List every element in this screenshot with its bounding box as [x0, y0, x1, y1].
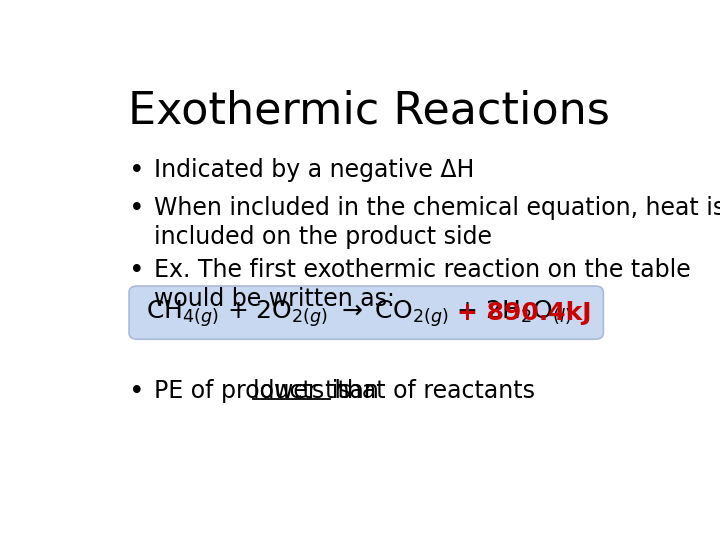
FancyBboxPatch shape [129, 286, 603, 339]
Text: •: • [129, 158, 145, 184]
Text: lower than: lower than [253, 379, 379, 403]
Text: •: • [129, 196, 145, 222]
Text: When included in the chemical equation, heat is: When included in the chemical equation, … [154, 196, 720, 220]
Text: that of reactants: that of reactants [330, 379, 536, 403]
Text: Ex. The first exothermic reaction on the table: Ex. The first exothermic reaction on the… [154, 258, 691, 282]
Text: PE of products is: PE of products is [154, 379, 359, 403]
Text: CH$_{4(g)}$ + 2O$_{2(g)}$ $\rightarrow$ CO$_{2(g)}$ + 2H$_{2}$O$_{(l)}$: CH$_{4(g)}$ + 2O$_{2(g)}$ $\rightarrow$ … [145, 298, 582, 329]
Text: Exothermic Reactions: Exothermic Reactions [128, 90, 610, 133]
Text: + 890.4kJ: + 890.4kJ [457, 301, 592, 326]
Text: included on the product side: included on the product side [154, 225, 492, 249]
Text: Indicated by a negative ΔH: Indicated by a negative ΔH [154, 158, 474, 183]
Text: •: • [129, 258, 145, 284]
Text: •: • [129, 379, 145, 404]
Text: would be written as:: would be written as: [154, 287, 395, 311]
